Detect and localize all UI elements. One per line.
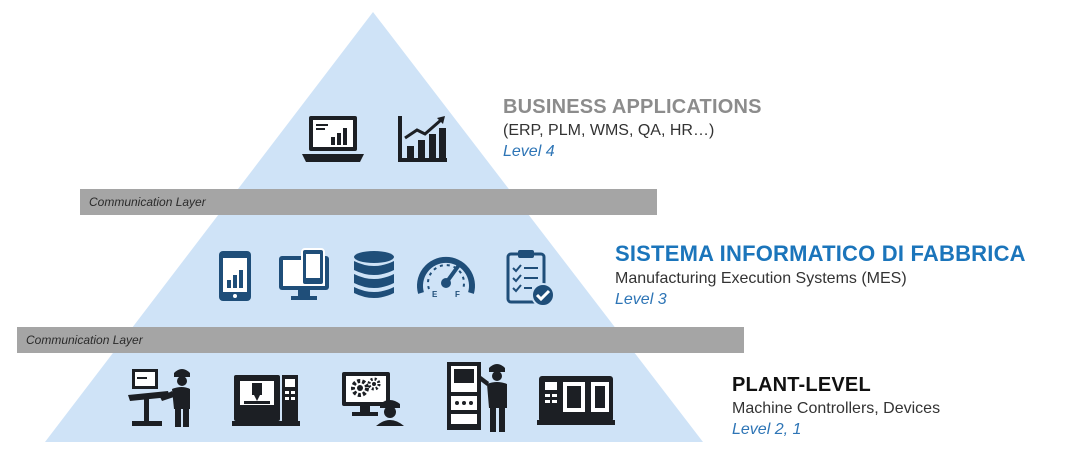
- checklist-clipboard-icon: [506, 250, 555, 307]
- level21-text-block: PLANT-LEVEL Machine Controllers, Devices…: [732, 374, 940, 439]
- cnc-machine-icon: [232, 375, 300, 426]
- gauge-icon: E F: [417, 256, 475, 299]
- level4-title: BUSINESS APPLICATIONS: [503, 96, 762, 118]
- communication-layer-upper: Communication Layer: [80, 189, 657, 215]
- laptop-chart-icon: [302, 116, 364, 162]
- bar-chart-growth-icon: [398, 116, 447, 162]
- level3-title: SISTEMA INFORMATICO DI FABBRICA: [615, 241, 1026, 266]
- monitor-devices-icon: [279, 248, 329, 300]
- level4-subtitle: (ERP, PLM, WMS, QA, HR…): [503, 122, 715, 139]
- database-icon: [354, 251, 394, 298]
- control-panel-worker-icon: [447, 362, 507, 432]
- worker-workstation-icon: [128, 369, 190, 427]
- svg-text:F: F: [455, 290, 460, 299]
- level21-subtitle: Machine Controllers, Devices: [732, 400, 941, 417]
- level4-label: Level 4: [503, 143, 555, 160]
- level3-subtitle: Manufacturing Execution Systems (MES): [615, 270, 907, 287]
- level21-label: Level 2, 1: [732, 421, 802, 438]
- level3-text-block: SISTEMA INFORMATICO DI FABBRICA Manufact…: [615, 241, 1026, 309]
- tablet-chart-icon: [219, 251, 251, 301]
- communication-layer-lower: Communication Layer: [17, 327, 744, 353]
- level3-label: Level 3: [615, 291, 667, 308]
- level4-text-block: BUSINESS APPLICATIONS (ERP, PLM, WMS, QA…: [503, 96, 762, 161]
- industrial-machine-icon: [537, 376, 615, 425]
- level21-title: PLANT-LEVEL: [732, 374, 871, 396]
- monitor-gears-worker-icon: [342, 372, 404, 426]
- svg-text:E: E: [432, 290, 438, 299]
